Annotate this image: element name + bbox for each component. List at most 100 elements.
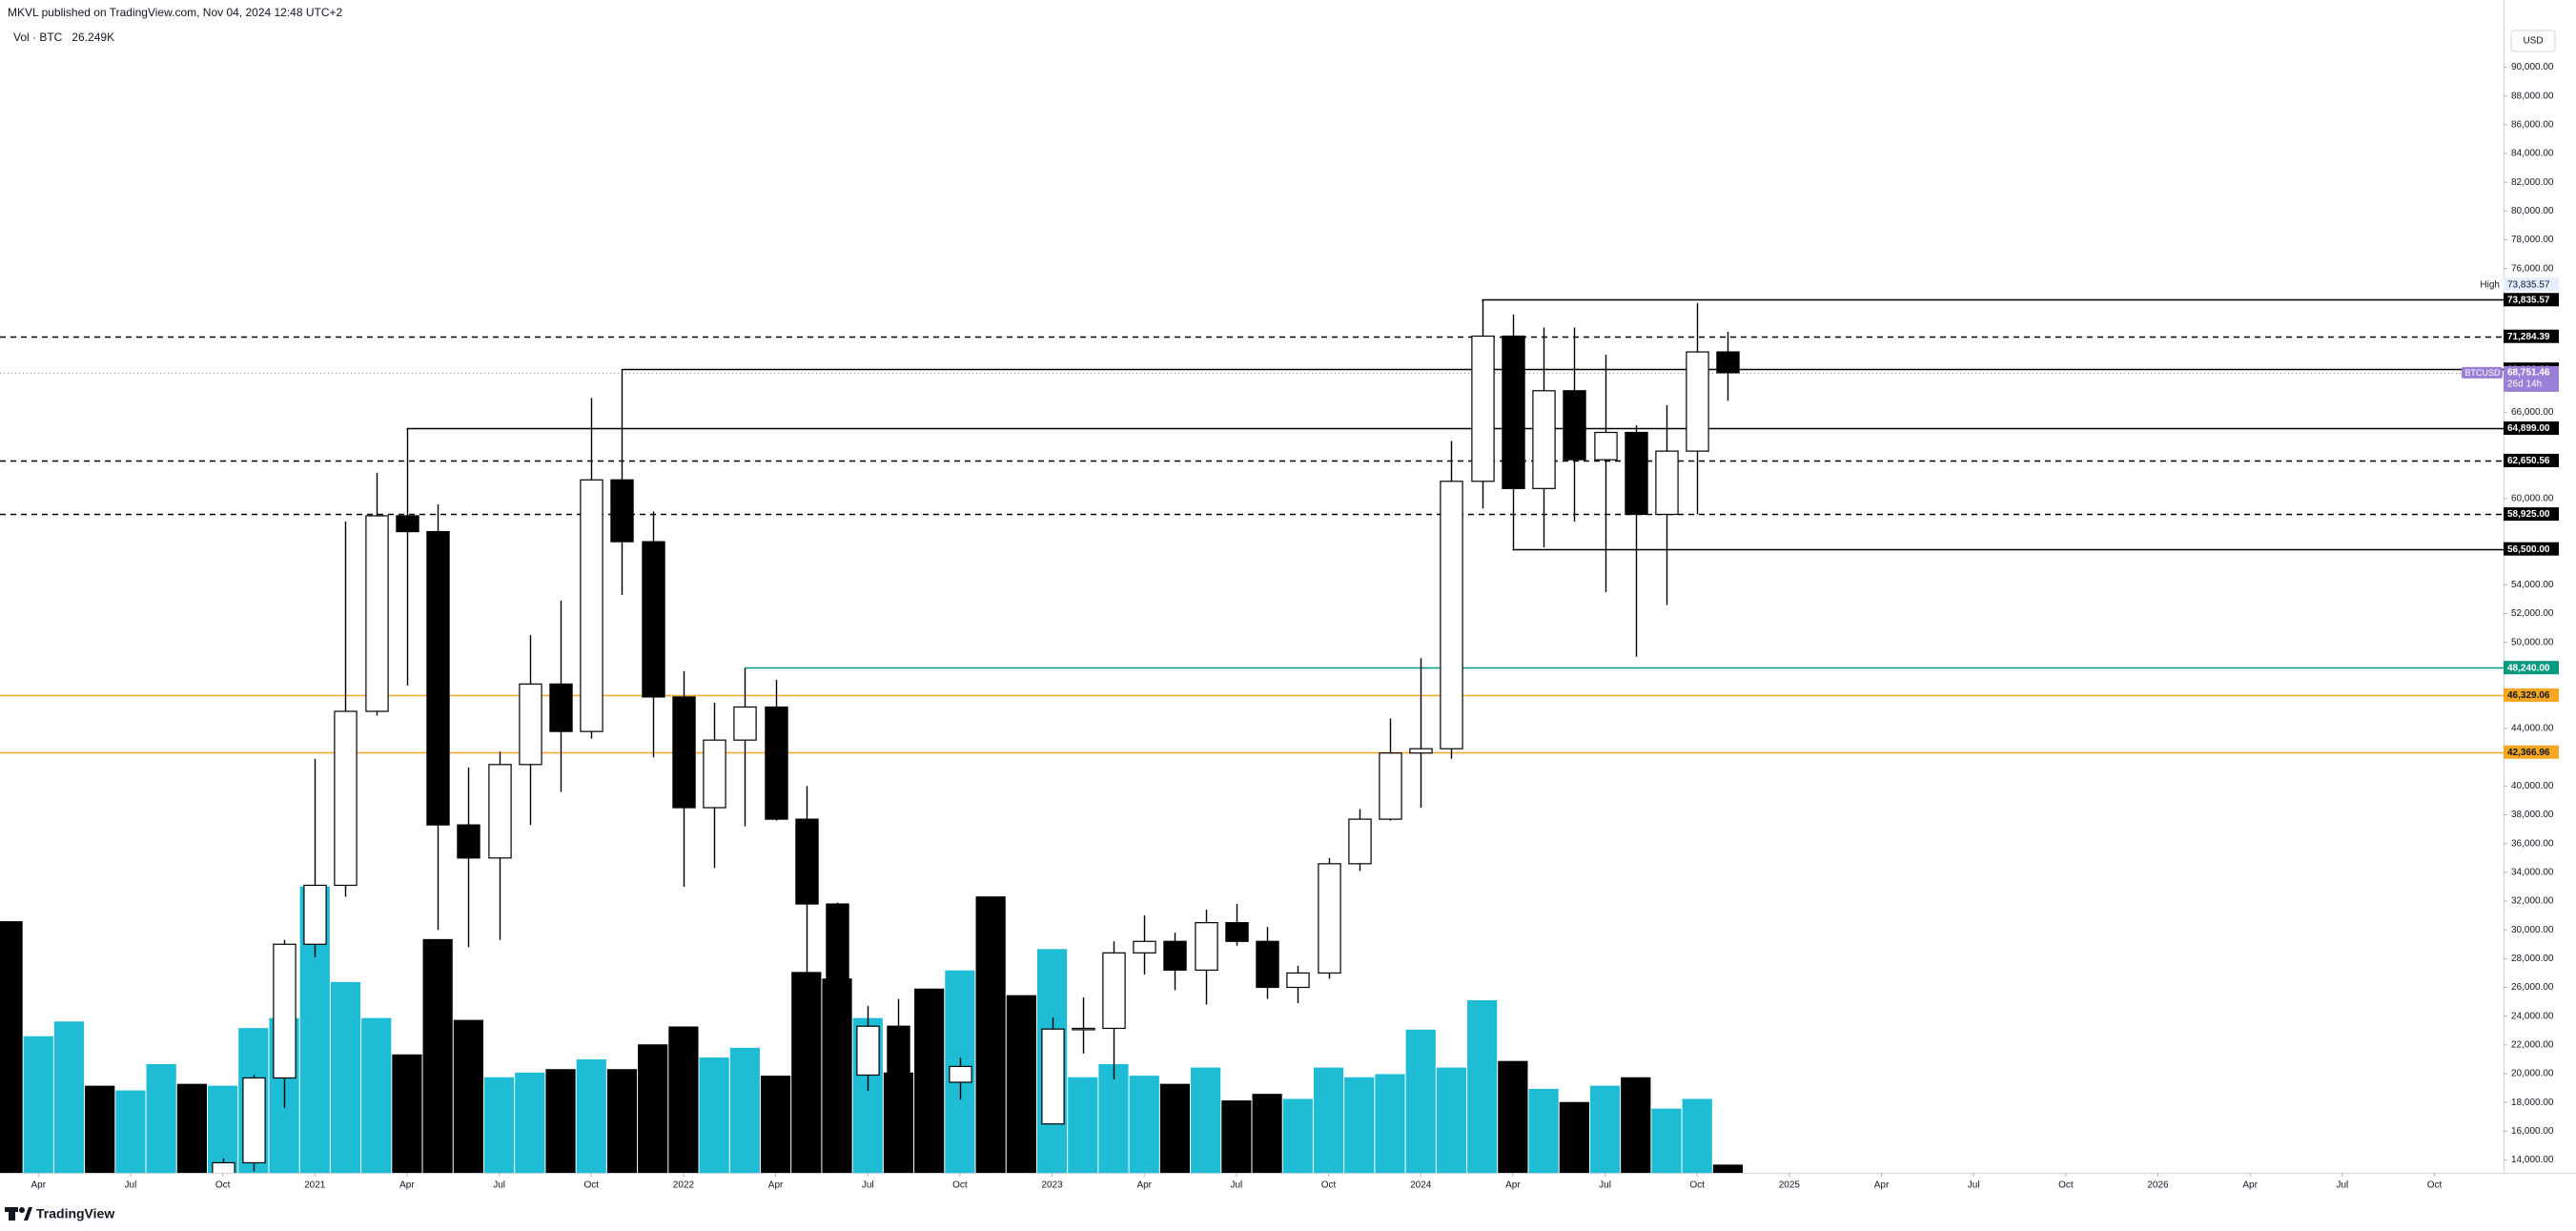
volume-bar xyxy=(146,1063,176,1173)
volume-bar xyxy=(1559,1101,1589,1173)
level-label: 42,366.96 xyxy=(2507,748,2550,758)
candle-body xyxy=(549,683,573,732)
x-tick-label: Jul xyxy=(493,1180,505,1191)
volume-bar xyxy=(1159,1083,1191,1173)
volume-legend: Vol · BTC xyxy=(13,31,63,44)
candle-body xyxy=(426,530,450,826)
logo-bar-top xyxy=(5,1207,18,1212)
y-tick-label: 20,000.00 xyxy=(2511,1069,2554,1079)
candle-body xyxy=(1102,952,1126,1030)
volume-bar xyxy=(53,1021,85,1173)
volume-bar xyxy=(1621,1077,1651,1173)
price-labels: 73,835.5771,284.3969,000.0064,899.0062,6… xyxy=(2462,277,2559,759)
y-tick-label: 86,000.00 xyxy=(2511,119,2554,130)
y-tick-label: 44,000.00 xyxy=(2511,724,2554,734)
volume-bar xyxy=(1068,1077,1098,1173)
currency-label[interactable]: USD xyxy=(2523,36,2543,47)
volume-bar xyxy=(545,1069,576,1173)
symbol-tag-box xyxy=(2462,366,2503,379)
publisher-line: MKVL published on TradingView.com, Nov 0… xyxy=(8,6,343,19)
volume-bar xyxy=(1498,1060,1528,1173)
y-tick-label: 22,000.00 xyxy=(2511,1039,2554,1050)
volume-bar xyxy=(883,1072,914,1173)
y-tick-label: 28,000.00 xyxy=(2511,954,2554,964)
brand-name: TradingView xyxy=(36,1206,114,1221)
candle-body xyxy=(1348,818,1372,865)
high-label: 73,835.57 xyxy=(2507,279,2550,290)
candle-body xyxy=(1532,390,1556,489)
plot-area xyxy=(0,298,2504,1173)
candle-body xyxy=(1286,972,1310,989)
level-label: 71,284.39 xyxy=(2507,332,2550,342)
volume-bar xyxy=(483,1077,515,1173)
volume-bar xyxy=(1313,1067,1344,1173)
x-tick-label: Jul xyxy=(1230,1180,1242,1191)
candle-body xyxy=(1655,450,1679,516)
candle-body xyxy=(1256,940,1279,989)
candle-body xyxy=(1502,335,1525,489)
y-tick-label: 80,000.00 xyxy=(2511,206,2554,216)
logo-slash xyxy=(24,1207,32,1221)
x-tick-label: 2024 xyxy=(1410,1180,1432,1191)
volume-bar xyxy=(1221,1100,1252,1173)
volume-bar xyxy=(760,1076,791,1173)
x-tick-label: Apr xyxy=(1505,1180,1521,1191)
x-tick-label: 2023 xyxy=(1041,1180,1063,1191)
x-tick-label: Oct xyxy=(2058,1180,2074,1191)
axes: 14,000.00 16,000.00 18,000.00 20,000.00 22,0… xyxy=(31,62,2553,1190)
y-tick-label: 52,000.00 xyxy=(2511,608,2554,619)
candle-body xyxy=(1471,335,1495,482)
candle-body xyxy=(642,541,665,698)
symbol-tag: BTCUSD xyxy=(2464,368,2501,378)
level-label: 64,899.00 xyxy=(2507,423,2550,434)
y-tick-label: 76,000.00 xyxy=(2511,263,2554,274)
volume-bar xyxy=(115,1090,146,1173)
y-tick-label: 82,000.00 xyxy=(2511,177,2554,188)
y-tick-label: 88,000.00 xyxy=(2511,91,2554,101)
candle-body xyxy=(1072,1027,1095,1031)
level-label-box xyxy=(2504,745,2559,759)
volume-bar xyxy=(85,1085,115,1173)
x-tick-label: Oct xyxy=(1321,1180,1337,1191)
currency-button[interactable] xyxy=(2510,30,2556,52)
y-tick-label: 60,000.00 xyxy=(2511,494,2554,504)
x-tick-label: Apr xyxy=(1874,1180,1890,1191)
x-tick-label: Oct xyxy=(952,1180,968,1191)
last-price-box xyxy=(2504,365,2559,392)
level-label-box xyxy=(2504,453,2559,467)
x-tick-label: Apr xyxy=(768,1180,784,1191)
candle-body xyxy=(949,1065,972,1083)
y-tick-label: 32,000.00 xyxy=(2511,896,2554,907)
candle-body xyxy=(1716,351,1740,374)
y-tick-label: 34,000.00 xyxy=(2511,868,2554,878)
candle-body xyxy=(242,1077,266,1164)
level-label: 48,240.00 xyxy=(2507,663,2550,673)
logo-dot xyxy=(19,1207,25,1213)
candle-body xyxy=(488,764,512,859)
candle-body xyxy=(1440,481,1463,749)
candle-body xyxy=(918,1073,942,1083)
x-tick-label: Oct xyxy=(1689,1180,1705,1191)
level-label-box xyxy=(2504,661,2559,675)
volume-bar xyxy=(1129,1076,1159,1173)
x-tick-label: Apr xyxy=(1136,1180,1152,1191)
volume-bar xyxy=(1006,995,1036,1173)
candle-body xyxy=(1195,922,1218,972)
y-tick-label: 16,000.00 xyxy=(2511,1126,2554,1137)
candle-body xyxy=(1686,351,1709,452)
x-tick-label: Oct xyxy=(2427,1180,2443,1191)
level-label-box xyxy=(2504,687,2559,702)
candle-body xyxy=(519,683,542,766)
y-tick-label: 78,000.00 xyxy=(2511,235,2554,245)
level-label-box xyxy=(2504,329,2559,343)
volume-bar xyxy=(606,1069,638,1173)
candle-body xyxy=(887,1025,910,1075)
volume-last-value: 26.249K xyxy=(72,31,114,44)
volume-bar xyxy=(207,1085,238,1173)
candle-body xyxy=(672,696,696,809)
x-tick-label: 2021 xyxy=(304,1180,326,1191)
x-tick-label: Jul xyxy=(862,1180,874,1191)
y-tick-label: 38,000.00 xyxy=(2511,810,2554,820)
